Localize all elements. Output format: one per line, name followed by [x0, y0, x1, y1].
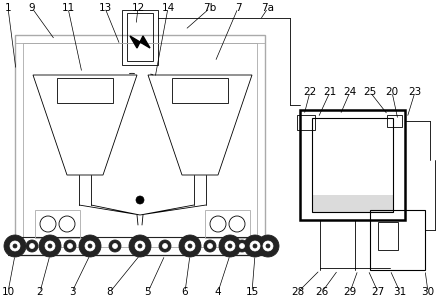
Text: 13: 13 [98, 3, 112, 13]
Text: 2: 2 [37, 287, 43, 297]
Polygon shape [130, 36, 140, 48]
Text: 22: 22 [303, 87, 317, 97]
Text: 7b: 7b [203, 3, 217, 13]
Circle shape [138, 244, 142, 248]
Circle shape [179, 235, 201, 257]
Circle shape [250, 241, 260, 251]
Circle shape [30, 244, 35, 248]
Bar [370, 210, 425, 270]
Text: 29: 29 [343, 287, 357, 297]
Polygon shape [140, 36, 150, 48]
Text: 30: 30 [421, 287, 435, 297]
Text: 7a: 7a [261, 3, 275, 13]
Circle shape [219, 235, 241, 257]
Text: 31: 31 [393, 287, 407, 297]
Bar [122, 10, 158, 65]
Circle shape [45, 241, 55, 251]
Text: 24: 24 [343, 87, 357, 97]
Bar [127, 13, 153, 61]
Bar [57, 78, 113, 103]
Text: 8: 8 [107, 287, 113, 297]
Circle shape [39, 235, 61, 257]
Circle shape [88, 244, 92, 248]
Text: 11: 11 [62, 3, 74, 13]
Circle shape [79, 235, 101, 257]
Text: 21: 21 [323, 87, 337, 97]
Bar [35, 210, 80, 238]
Text: 14: 14 [161, 3, 175, 13]
Circle shape [266, 244, 270, 248]
Text: 9: 9 [29, 3, 35, 13]
Text: 6: 6 [182, 287, 188, 297]
Text: 3: 3 [69, 287, 75, 297]
Circle shape [109, 240, 121, 252]
Circle shape [204, 240, 216, 252]
Circle shape [13, 244, 17, 248]
Bar [312, 118, 393, 212]
Circle shape [185, 241, 195, 251]
Circle shape [135, 241, 145, 251]
Circle shape [163, 244, 167, 248]
Bar [297, 115, 315, 130]
Text: 25: 25 [363, 87, 377, 97]
Circle shape [4, 235, 26, 257]
Circle shape [253, 244, 257, 248]
Bar [387, 115, 402, 127]
Text: 26: 26 [315, 287, 329, 297]
Circle shape [113, 244, 117, 248]
Circle shape [159, 240, 171, 252]
Text: 12: 12 [132, 3, 144, 13]
Circle shape [136, 196, 144, 204]
Circle shape [48, 244, 52, 248]
Bar [23, 43, 257, 247]
Text: 1: 1 [5, 3, 12, 13]
Bar [378, 222, 398, 250]
Circle shape [67, 244, 73, 248]
Circle shape [207, 244, 213, 248]
Text: 15: 15 [245, 287, 259, 297]
Circle shape [236, 240, 248, 252]
Text: 27: 27 [371, 287, 385, 297]
Circle shape [129, 235, 151, 257]
Circle shape [240, 244, 245, 248]
Text: 23: 23 [408, 87, 422, 97]
Text: 28: 28 [291, 287, 305, 297]
Text: 4: 4 [215, 287, 222, 297]
Circle shape [244, 235, 266, 257]
Circle shape [64, 240, 76, 252]
Bar [172, 78, 228, 103]
Circle shape [85, 241, 95, 251]
Circle shape [26, 240, 38, 252]
Bar [15, 35, 265, 255]
Text: 20: 20 [385, 87, 399, 97]
Text: 5: 5 [145, 287, 152, 297]
Circle shape [188, 244, 192, 248]
Bar [312, 195, 393, 212]
Circle shape [225, 241, 235, 251]
Circle shape [257, 235, 279, 257]
Bar [205, 210, 250, 238]
Text: 10: 10 [1, 287, 15, 297]
Bar [300, 110, 405, 220]
Text: 7: 7 [235, 3, 241, 13]
Circle shape [10, 241, 20, 251]
Circle shape [263, 241, 273, 251]
Circle shape [228, 244, 232, 248]
